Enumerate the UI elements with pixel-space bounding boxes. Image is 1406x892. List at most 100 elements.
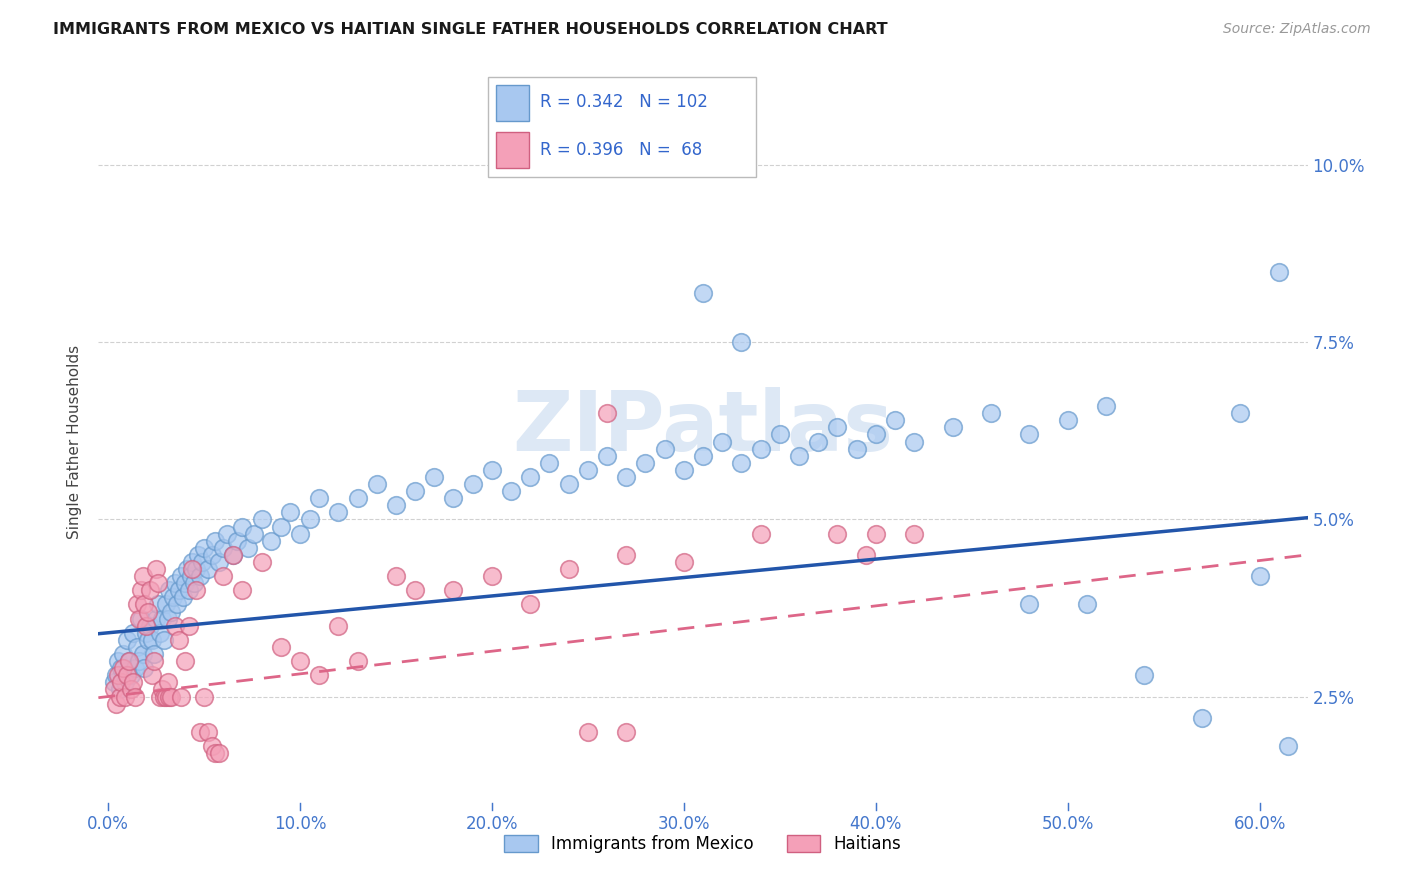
- Point: [141, 668, 163, 682]
- Point: [827, 526, 849, 541]
- Point: [108, 682, 131, 697]
- Point: [855, 548, 877, 562]
- Point: [481, 463, 503, 477]
- Point: [135, 618, 157, 632]
- Point: [107, 668, 129, 682]
- Point: [122, 675, 145, 690]
- Point: [557, 562, 579, 576]
- Point: [125, 598, 148, 612]
- Point: [222, 548, 245, 562]
- Point: [1191, 711, 1213, 725]
- Point: [903, 526, 925, 541]
- Point: [159, 690, 181, 704]
- FancyBboxPatch shape: [488, 77, 756, 178]
- Point: [122, 625, 145, 640]
- Point: [188, 725, 211, 739]
- Point: [212, 569, 235, 583]
- Point: [186, 583, 208, 598]
- Point: [145, 562, 167, 576]
- Point: [260, 533, 283, 548]
- Point: [110, 675, 132, 690]
- Point: [308, 491, 330, 506]
- Point: [845, 442, 868, 456]
- Point: [576, 463, 599, 477]
- Point: [146, 598, 169, 612]
- Point: [519, 598, 541, 612]
- Point: [672, 555, 695, 569]
- Point: [134, 661, 156, 675]
- Point: [481, 569, 503, 583]
- Point: [730, 335, 752, 350]
- Point: [288, 526, 311, 541]
- Point: [201, 548, 224, 562]
- Point: [749, 526, 772, 541]
- Point: [124, 690, 146, 704]
- Point: [173, 576, 195, 591]
- Point: [149, 690, 172, 704]
- Point: [146, 576, 169, 591]
- Point: [596, 406, 619, 420]
- Point: [118, 654, 141, 668]
- Point: [270, 519, 292, 533]
- Point: [423, 470, 446, 484]
- Point: [112, 661, 135, 675]
- Point: [107, 654, 129, 668]
- Point: [170, 690, 193, 704]
- Point: [139, 583, 162, 598]
- Point: [749, 442, 772, 456]
- Point: [139, 618, 162, 632]
- Point: [129, 612, 152, 626]
- Point: [108, 690, 131, 704]
- Point: [827, 420, 849, 434]
- Point: [270, 640, 292, 654]
- Point: [104, 697, 127, 711]
- Point: [152, 632, 174, 647]
- Point: [1018, 427, 1040, 442]
- Point: [1229, 406, 1251, 420]
- Point: [181, 555, 204, 569]
- Point: [672, 463, 695, 477]
- Point: [208, 555, 231, 569]
- Point: [280, 505, 302, 519]
- Point: [328, 618, 350, 632]
- Point: [980, 406, 1002, 420]
- Legend: Immigrants from Mexico, Haitians: Immigrants from Mexico, Haitians: [498, 828, 908, 860]
- Point: [730, 456, 752, 470]
- FancyBboxPatch shape: [496, 85, 529, 121]
- Point: [404, 583, 426, 598]
- Point: [128, 612, 150, 626]
- Point: [1268, 264, 1291, 278]
- Point: [201, 739, 224, 753]
- Point: [136, 605, 159, 619]
- Point: [1249, 569, 1271, 583]
- Point: [385, 498, 408, 512]
- Point: [180, 569, 202, 583]
- Point: [165, 618, 187, 632]
- Point: [519, 470, 541, 484]
- Point: [807, 434, 830, 449]
- Point: [134, 598, 156, 612]
- Point: [250, 555, 273, 569]
- Point: [385, 569, 408, 583]
- Point: [176, 562, 198, 576]
- Point: [443, 491, 465, 506]
- Text: IMMIGRANTS FROM MEXICO VS HAITIAN SINGLE FATHER HOUSEHOLDS CORRELATION CHART: IMMIGRANTS FROM MEXICO VS HAITIAN SINGLE…: [53, 22, 889, 37]
- Point: [177, 583, 200, 598]
- Point: [118, 654, 141, 668]
- Point: [288, 654, 311, 668]
- Point: [104, 668, 127, 682]
- Point: [172, 591, 194, 605]
- Point: [156, 675, 179, 690]
- Point: [143, 654, 166, 668]
- Point: [135, 625, 157, 640]
- Point: [443, 583, 465, 598]
- Point: [131, 569, 153, 583]
- Point: [1018, 598, 1040, 612]
- Y-axis label: Single Father Households: Single Father Households: [67, 344, 83, 539]
- Point: [103, 675, 125, 690]
- Point: [170, 569, 193, 583]
- Point: [145, 612, 167, 626]
- Point: [404, 484, 426, 499]
- Point: [103, 682, 125, 697]
- Point: [654, 442, 676, 456]
